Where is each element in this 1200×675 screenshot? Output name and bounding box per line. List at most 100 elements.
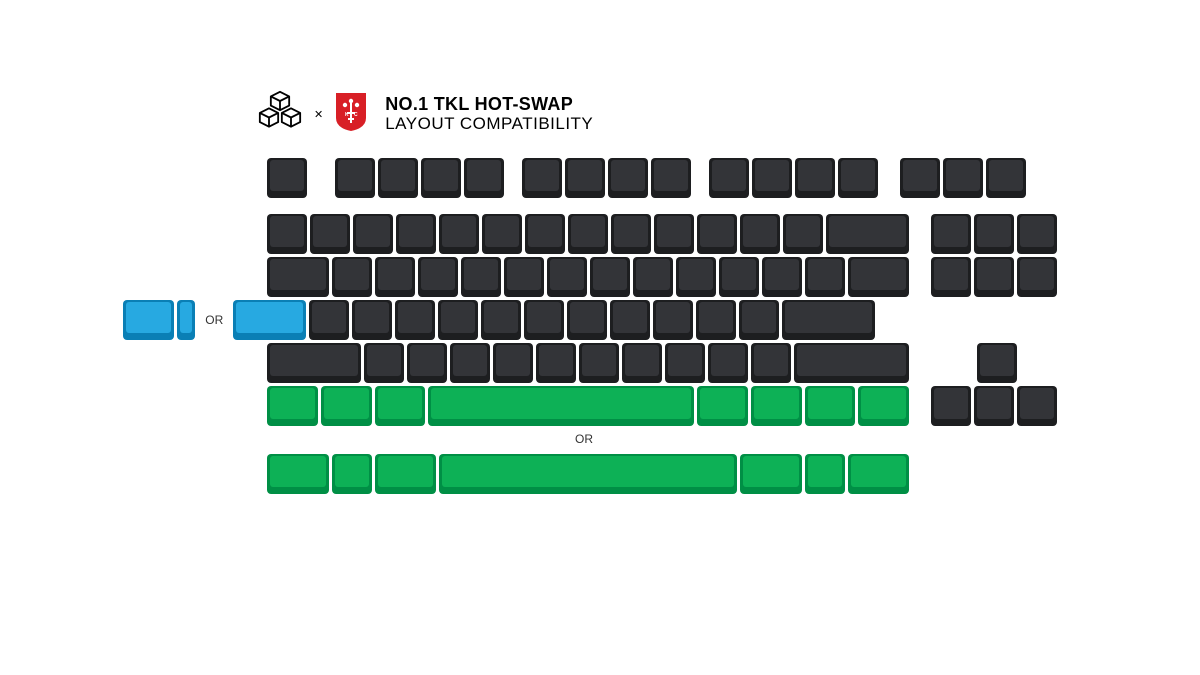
bottom-row-a-key-5: [751, 386, 802, 426]
bottom-row-a-key-7: [858, 386, 909, 426]
tab-row-key-10: [719, 257, 759, 297]
tab-row-key-12: [805, 257, 845, 297]
tab-row-key-4: [461, 257, 501, 297]
number-row-key-10: [697, 214, 737, 254]
number-row: [123, 214, 1057, 254]
bottom-row-a-key-3: [428, 386, 694, 426]
svg-text:K: K: [345, 112, 349, 118]
bottom-row-b-key-5: [805, 454, 845, 494]
bottom-row-b-key-0: [267, 454, 329, 494]
title-sub: LAYOUT COMPATIBILITY: [385, 115, 593, 134]
tab-row-key-9: [676, 257, 716, 297]
tab-row-key-2: [375, 257, 415, 297]
caps-row-key-10: [696, 300, 736, 340]
function-row-g3-k2: [795, 158, 835, 198]
shield-logo-icon: K C: [335, 92, 367, 137]
number-row-key-4: [439, 214, 479, 254]
shift-row-key-5: [536, 343, 576, 383]
function-row-g2-k3: [651, 158, 691, 198]
function-row-g4-k2: [986, 158, 1026, 198]
svg-text:C: C: [354, 112, 358, 118]
caps-row-key-6: [524, 300, 564, 340]
function-row-g3-k1: [752, 158, 792, 198]
tab-row: [123, 257, 1057, 297]
bottom-row-b-key-3: [439, 454, 737, 494]
shift-row-key-2: [407, 343, 447, 383]
header: ✕ K C NO.1 TKL HOT-SWAP LAYOUT COMPATIBI…: [258, 90, 593, 139]
or-bottom-label: OR: [264, 432, 904, 446]
shift-row-key-4: [493, 343, 533, 383]
number-row-nav-2: [1017, 214, 1057, 254]
tab-row-key-11: [762, 257, 802, 297]
function-row-g3-k0: [709, 158, 749, 198]
caps-row-key-5: [481, 300, 521, 340]
shift-row-key-11: [794, 343, 909, 383]
shift-row-key-0: [267, 343, 361, 383]
bottom-row-b: [123, 454, 1057, 494]
shift-row-key-8: [665, 343, 705, 383]
title-block: NO.1 TKL HOT-SWAP LAYOUT COMPATIBILITY: [385, 95, 593, 133]
bottom-row-a-key-1: [321, 386, 372, 426]
number-row-key-7: [568, 214, 608, 254]
tab-row-key-5: [504, 257, 544, 297]
function-row-g4-k1: [943, 158, 983, 198]
number-row-key-1: [310, 214, 350, 254]
or-caps-label: OR: [205, 313, 223, 327]
bottom-row-b-key-4: [740, 454, 802, 494]
caps-row-key-11: [739, 300, 779, 340]
number-row-nav-1: [974, 214, 1014, 254]
shift-row-key-1: [364, 343, 404, 383]
shift-row-key-7: [622, 343, 662, 383]
bottom-row-a-key-0: [267, 386, 318, 426]
caps-row-key-4: [438, 300, 478, 340]
function-row-g1-k1: [378, 158, 418, 198]
keyboard-layout: OR OR: [123, 158, 1057, 497]
function-row-g1-k3: [464, 158, 504, 198]
bottom-row-a-key-4: [697, 386, 748, 426]
alt-caps-key-1: [177, 300, 196, 340]
function-row-g0-k0: [267, 158, 307, 198]
shift-row: [123, 343, 1057, 383]
number-row-key-11: [740, 214, 780, 254]
caps-row-key-8: [610, 300, 650, 340]
number-row-key-0: [267, 214, 307, 254]
bottom-row-a-nav-1: [974, 386, 1014, 426]
shift-row-key-9: [708, 343, 748, 383]
shift-row-key-3: [450, 343, 490, 383]
caps-row-key-0: [233, 300, 305, 340]
number-row-key-8: [611, 214, 651, 254]
tab-row-nav-1: [974, 257, 1014, 297]
alt-caps-key-0: [123, 300, 174, 340]
cubes-logo-icon: [258, 90, 302, 139]
bottom-row-a: [123, 386, 1057, 426]
shift-row-key-6: [579, 343, 619, 383]
caps-row-key-1: [309, 300, 349, 340]
function-row: [123, 158, 1057, 198]
bottom-row-a-key-2: [375, 386, 426, 426]
number-row-key-12: [783, 214, 823, 254]
tab-row-key-1: [332, 257, 372, 297]
function-row-g2-k0: [522, 158, 562, 198]
caps-row: OR: [123, 300, 1057, 340]
number-row-key-13: [826, 214, 909, 254]
bottom-row-a-nav-2: [1017, 386, 1057, 426]
bottom-row-a-key-6: [805, 386, 856, 426]
title-main: NO.1 TKL HOT-SWAP: [385, 95, 593, 115]
function-row-g3-k3: [838, 158, 878, 198]
shift-row-key-10: [751, 343, 791, 383]
number-row-key-2: [353, 214, 393, 254]
tab-row-nav-0: [931, 257, 971, 297]
caps-row-key-12: [782, 300, 876, 340]
tab-row-key-6: [547, 257, 587, 297]
shift-row-nav-0: [977, 343, 1017, 383]
tab-row-nav-2: [1017, 257, 1057, 297]
bottom-row-b-key-1: [332, 454, 372, 494]
caps-row-key-9: [653, 300, 693, 340]
tab-row-key-0: [267, 257, 329, 297]
tab-row-key-8: [633, 257, 673, 297]
bottom-row-a-nav-0: [931, 386, 971, 426]
function-row-g2-k2: [608, 158, 648, 198]
number-row-nav-0: [931, 214, 971, 254]
caps-row-key-7: [567, 300, 607, 340]
function-row-g1-k2: [421, 158, 461, 198]
